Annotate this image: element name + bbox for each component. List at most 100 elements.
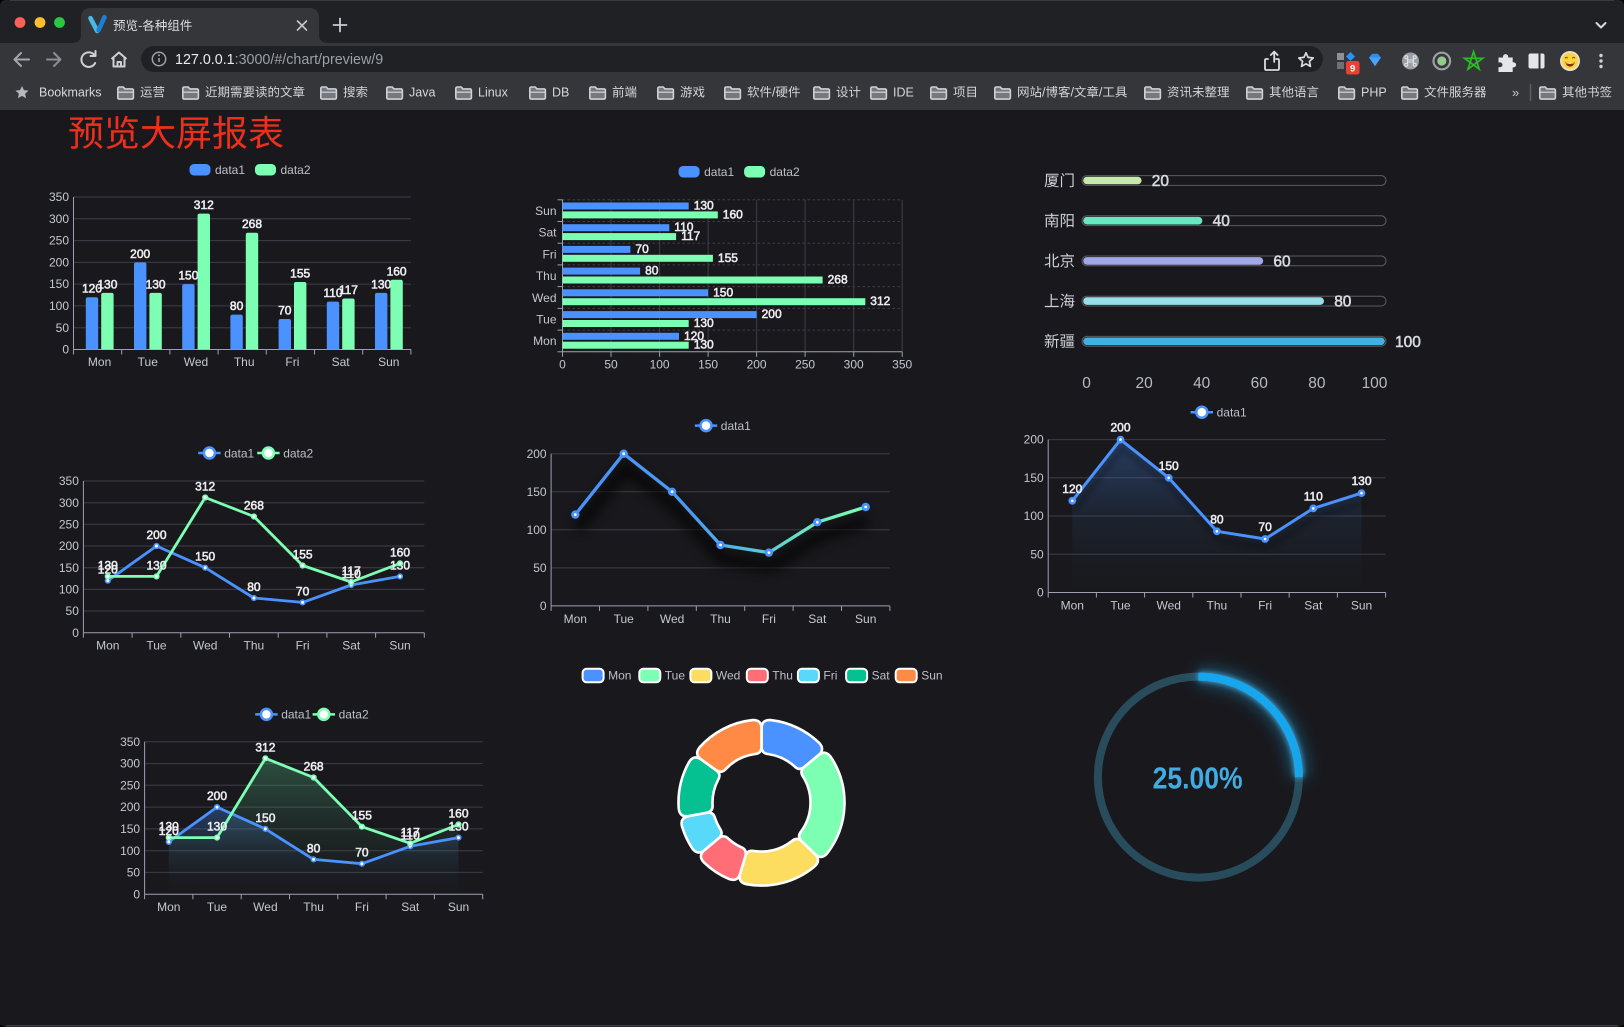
svg-text:Sat: Sat [332,355,351,369]
svg-text:117: 117 [681,229,700,243]
svg-text:Sat: Sat [538,226,557,240]
svg-text:150: 150 [713,285,733,299]
svg-text:80: 80 [247,580,261,594]
svg-text:80: 80 [1334,294,1352,311]
svg-text:data2: data2 [770,165,800,179]
svg-text:150: 150 [178,269,198,283]
svg-text:150: 150 [1159,459,1179,473]
svg-text:312: 312 [870,294,890,308]
svg-text:25.00%: 25.00% [1153,760,1243,795]
svg-text:100: 100 [1362,375,1388,392]
svg-text:110: 110 [401,828,420,842]
svg-text:/: / [772,86,776,100]
svg-text:»: » [1512,85,1519,100]
svg-text:117: 117 [339,283,358,297]
svg-text:Mon: Mon [157,900,180,914]
svg-text:Sat: Sat [872,669,891,683]
svg-text:70: 70 [355,846,369,860]
svg-text:80: 80 [1308,375,1326,392]
svg-text:50: 50 [1030,547,1044,561]
svg-text:40: 40 [1193,375,1211,392]
svg-text:200: 200 [49,256,69,270]
svg-text:Tue: Tue [665,669,686,683]
svg-text:data1: data1 [1217,406,1247,420]
svg-text:200: 200 [207,789,227,803]
svg-text:Sat: Sat [1304,599,1323,613]
svg-text:Java: Java [409,86,435,100]
svg-text:0: 0 [72,626,79,640]
svg-text:0: 0 [1082,375,1091,392]
svg-text:50: 50 [604,357,618,371]
svg-text:250: 250 [49,234,69,248]
svg-text:150: 150 [49,277,69,291]
svg-text:data1: data1 [215,163,245,177]
svg-text:160: 160 [448,807,468,821]
svg-text:PHP: PHP [1361,86,1387,100]
svg-text:250: 250 [59,517,79,531]
svg-text:130: 130 [159,820,179,834]
svg-text:0: 0 [1037,586,1044,600]
svg-text:130: 130 [146,277,166,291]
svg-text:20: 20 [1135,375,1153,392]
svg-text:200: 200 [762,307,782,321]
svg-text:268: 268 [304,760,324,774]
svg-text:350: 350 [59,474,79,488]
svg-text:130: 130 [98,558,118,572]
svg-text:200: 200 [120,800,140,814]
svg-text:100: 100 [49,299,69,313]
svg-text:350: 350 [49,190,69,204]
svg-text:120: 120 [98,563,118,577]
svg-text:155: 155 [352,809,372,823]
svg-text:Tue: Tue [1110,599,1131,613]
svg-text:Thu: Thu [710,612,731,626]
svg-text:Fri: Fri [1258,599,1272,613]
svg-text:/: / [1099,86,1103,100]
svg-text:Sun: Sun [535,204,556,218]
svg-text:250: 250 [120,778,140,792]
svg-text:127.0.0.1: 127.0.0.1 [175,52,235,68]
svg-text:/: / [1071,86,1075,100]
svg-text:120: 120 [1062,482,1082,496]
svg-text:150: 150 [195,550,215,564]
svg-text:data2: data2 [281,163,311,177]
svg-text:Thu: Thu [303,900,324,914]
svg-text:Fri: Fri [823,669,837,683]
svg-text:Mon: Mon [533,334,556,348]
svg-text:200: 200 [1024,433,1044,447]
svg-text:110: 110 [1304,489,1323,503]
svg-text:250: 250 [795,357,815,371]
svg-text:200: 200 [747,357,767,371]
svg-text:150: 150 [120,822,140,836]
svg-text:155: 155 [290,267,310,281]
svg-text:150: 150 [1024,471,1044,485]
svg-text:Fri: Fri [355,900,369,914]
svg-text:Tue: Tue [146,639,167,653]
svg-text:Wed: Wed [1156,599,1180,613]
svg-text:155: 155 [718,251,738,265]
svg-text:Wed: Wed [193,639,217,653]
svg-text:268: 268 [244,499,264,513]
svg-text:100: 100 [1395,334,1421,351]
svg-text:Tue: Tue [207,900,228,914]
svg-text:200: 200 [1110,421,1130,435]
svg-text:150: 150 [255,811,275,825]
svg-text:70: 70 [296,584,310,598]
svg-text:Wed: Wed [532,291,556,305]
svg-text:150: 150 [698,357,718,371]
svg-text:150: 150 [59,561,79,575]
svg-text:60: 60 [1251,375,1269,392]
svg-text:data2: data2 [283,446,313,460]
svg-text:120: 120 [82,282,102,296]
svg-text:268: 268 [828,273,848,287]
svg-text:40: 40 [1213,213,1231,230]
svg-text:160: 160 [723,207,743,221]
svg-text:155: 155 [293,548,313,562]
svg-text:160: 160 [390,545,410,559]
svg-text:DB: DB [552,86,569,100]
svg-text:130: 130 [694,338,714,352]
svg-text:117: 117 [342,564,361,578]
svg-text:Wed: Wed [253,900,277,914]
svg-text:300: 300 [59,496,79,510]
svg-text:300: 300 [120,757,140,771]
svg-text:60: 60 [1273,253,1291,270]
